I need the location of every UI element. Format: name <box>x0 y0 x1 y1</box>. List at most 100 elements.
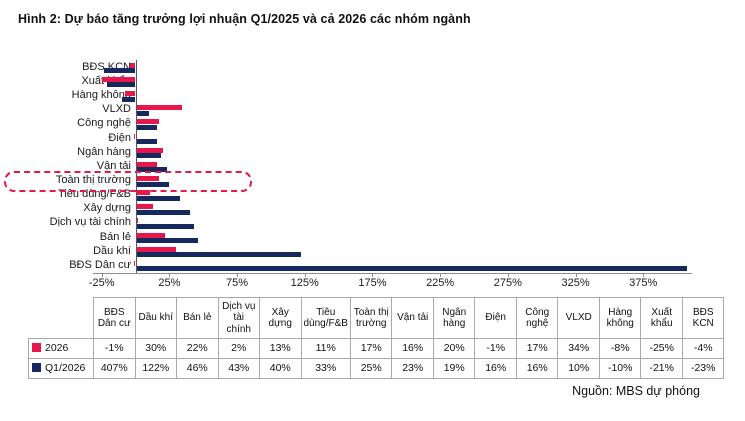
x-axis-tick-label: 325% <box>561 277 590 289</box>
x-axis-tick <box>372 273 373 277</box>
x-axis-tick-label: 125% <box>290 277 319 289</box>
table-value-cell: 23% <box>391 358 434 379</box>
x-axis-tick <box>508 273 509 277</box>
table-value-cell: 17% <box>349 338 393 359</box>
bar-2026 <box>135 161 158 167</box>
bar-2026 <box>101 76 136 82</box>
table-column-header: Bán lẻ <box>176 297 219 339</box>
table-value-cell: -4% <box>681 338 725 359</box>
table-column-header: Ngân hàng <box>432 297 476 339</box>
bar-q1-2026 <box>107 82 136 88</box>
table-column-header: Tiêu dùng/F&B <box>300 297 351 339</box>
bar-q1-2026 <box>135 110 150 116</box>
table-value-cell: 13% <box>259 338 302 359</box>
table-value-cell: 43% <box>217 358 260 379</box>
x-axis-tick <box>305 273 306 277</box>
category-label: Điện <box>108 131 131 144</box>
category-label: Xây dựng <box>83 202 131 215</box>
category-label: Vận tải <box>96 159 131 172</box>
table-value-cell: 407% <box>93 358 136 379</box>
legend-cell-2026: 2026 <box>28 338 94 359</box>
table-value-cell: 10% <box>557 358 600 379</box>
table-column-header: Công nghệ <box>515 297 559 339</box>
x-axis-line <box>93 273 692 274</box>
table-value-cell: 40% <box>259 358 302 379</box>
x-axis-tick <box>576 273 577 277</box>
category-label: Dầu khí <box>93 244 131 257</box>
bar-q1-2026 <box>135 153 162 159</box>
table-value-cell: -21% <box>640 358 683 379</box>
table-value-cell: 122% <box>134 358 177 379</box>
x-axis-tick-label: 275% <box>493 277 522 289</box>
table-row: 2026 -1% 30% 22% 2% 13% 11% 17% 16% 20% -1% 17% 34% -… <box>28 338 725 359</box>
bar-2026 <box>130 62 136 68</box>
x-axis-tick-label: 225% <box>426 277 455 289</box>
bar-2026 <box>135 147 163 153</box>
bar-q1-2026 <box>135 252 301 258</box>
bar-q1-2026 <box>135 124 158 130</box>
bar-q1-2026 <box>135 167 167 173</box>
x-axis-tick <box>440 273 441 277</box>
category-label: Hàng không <box>71 89 131 102</box>
category-label: Toàn thị trường <box>55 174 131 186</box>
bar-2026 <box>135 119 159 125</box>
x-axis-tick-label: 175% <box>358 277 387 289</box>
x-axis-tick <box>102 273 103 277</box>
x-axis-tick-label: -25% <box>88 277 115 289</box>
table-value-cell: 30% <box>134 338 177 359</box>
table-column-header: Dầu khí <box>134 297 177 339</box>
table-value-cell: -8% <box>598 338 642 359</box>
category-label: Công nghệ <box>77 117 131 130</box>
table-value-cell: 20% <box>432 338 476 359</box>
bar-2026 <box>124 91 136 97</box>
table-value-cell: 25% <box>349 358 393 379</box>
bar-2026 <box>135 190 151 196</box>
x-axis-tick <box>237 273 238 277</box>
table-value-cell: 16% <box>474 358 517 379</box>
table-value-cell: 2% <box>217 338 260 359</box>
bar-q1-2026 <box>121 96 136 102</box>
bar-q1-2026 <box>135 238 198 244</box>
x-axis-tick-label: 375% <box>629 277 658 289</box>
category-label: Bán lẻ <box>99 230 131 243</box>
table-corner-cell <box>28 297 94 339</box>
table-column-header: Điện <box>474 297 517 339</box>
bar-q1-2026 <box>135 181 170 187</box>
bar-q1-2026 <box>104 68 136 74</box>
table-value-cell: -25% <box>640 338 683 359</box>
table-column-header: Hàng không <box>598 297 642 339</box>
table-value-cell: 34% <box>557 338 600 359</box>
legend-swatch-icon <box>32 362 41 372</box>
bar-2026 <box>135 176 159 181</box>
table-column-header: Dịch vụ tài chính <box>217 297 260 339</box>
figure-title: Hình 2: Dự báo tăng trưởng lợi nhuận Q1/… <box>18 12 471 26</box>
table-value-cell: 22% <box>176 338 219 359</box>
highlight-box-toan-thi-truong <box>4 170 252 192</box>
table-value-cell: 19% <box>432 358 476 379</box>
category-label: Ngân hàng <box>77 145 131 158</box>
table-value-cell: 33% <box>300 358 351 379</box>
bar-2026 <box>135 204 154 210</box>
table-value-cell: 16% <box>391 338 434 359</box>
table-row: Q1/2026 407% 122% 46% 43% 40% 33% 25% 23% 19% 16% 1… <box>28 358 725 379</box>
bar-2026 <box>135 232 166 238</box>
bar-2026 <box>134 260 136 266</box>
bar-q1-2026 <box>135 195 181 201</box>
table-column-header: VLXD <box>557 297 600 339</box>
table-value-cell: -23% <box>681 358 725 379</box>
chart-data-table: BĐS Dân cư Dầu khí Bán lẻ Dịch vụ tài chính… <box>28 297 725 379</box>
bar-q1-2026 <box>135 139 158 145</box>
table-column-header: Vận tải <box>391 297 434 339</box>
table-column-header: Xuất khẩu <box>640 297 683 339</box>
x-axis-tick-label: 75% <box>226 277 249 289</box>
table-value-cell: -1% <box>474 338 517 359</box>
table-column-header: BĐS KCN <box>681 297 725 339</box>
table-value-cell: -1% <box>93 338 136 359</box>
bar-q1-2026 <box>135 223 194 229</box>
source-note: Nguồn: MBS dự phóng <box>572 384 700 398</box>
x-axis-tick <box>643 273 644 277</box>
bar-q1-2026 <box>135 266 687 272</box>
bar-q1-2026 <box>135 209 190 215</box>
table-value-cell: -10% <box>598 358 642 379</box>
